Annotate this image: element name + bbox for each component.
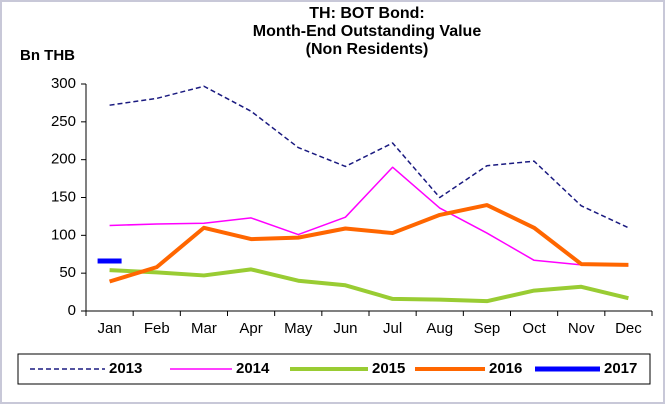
y-tick-label: 300 <box>51 75 76 92</box>
y-tick-label: 150 <box>51 188 76 205</box>
chart-title: Month-End Outstanding Value <box>253 23 482 40</box>
series-line <box>109 166 629 267</box>
x-tick-label: Feb <box>144 320 170 337</box>
x-tick-label: Nov <box>568 320 595 337</box>
x-tick-label: Sep <box>474 320 501 337</box>
x-tick-label: Aug <box>426 320 453 337</box>
chart-title: (Non Residents) <box>306 41 429 58</box>
y-tick-label: 50 <box>59 264 76 281</box>
chart-title: TH: BOT Bond: <box>309 5 425 22</box>
series-line <box>109 85 629 229</box>
legend-label: 2016 <box>489 360 522 377</box>
x-tick-label: Jul <box>383 320 402 337</box>
x-tick-label: May <box>284 320 313 337</box>
y-tick-label: 100 <box>51 226 76 243</box>
y-axis-title: Bn THB <box>20 47 75 64</box>
legend-label: 2017 <box>604 360 637 377</box>
legend-label: 2015 <box>372 360 405 377</box>
x-tick-label: Dec <box>615 320 642 337</box>
series-line <box>108 203 629 284</box>
x-tick-label: Jan <box>97 320 121 337</box>
x-tick-label: Apr <box>239 320 262 337</box>
y-tick-label: 200 <box>51 151 76 168</box>
legend-label: 2014 <box>236 360 270 377</box>
legend-label: 2013 <box>109 360 142 377</box>
y-tick-label: 250 <box>51 113 76 130</box>
x-tick-label: Jun <box>333 320 357 337</box>
series-line <box>109 267 629 304</box>
x-tick-label: Oct <box>522 320 546 337</box>
y-tick-label: 0 <box>68 302 76 319</box>
x-tick-label: Mar <box>191 320 217 337</box>
